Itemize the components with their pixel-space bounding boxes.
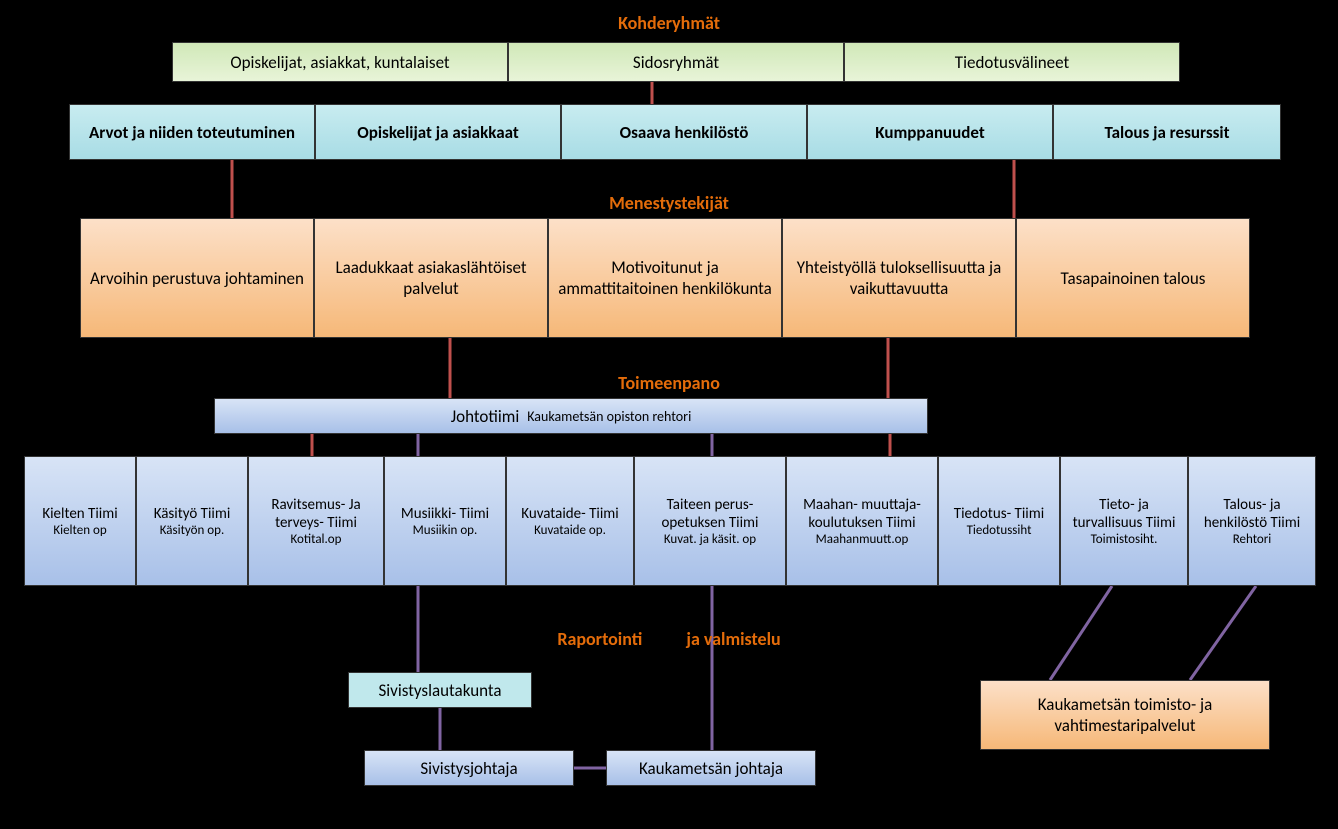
arvot-box-0: Arvot ja niiden toteutuminen: [69, 104, 315, 160]
arvot-box-1: Opiskelijat ja asiakkaat: [315, 104, 561, 160]
team-name: Käsityö Tiimi: [154, 505, 231, 523]
team-sub: Kotital.op: [291, 532, 342, 547]
section-title-kohderyhmat: Kohderyhmät: [0, 12, 1338, 34]
team-box-4: Kuvataide- TiimiKuvataide op.: [506, 456, 634, 586]
arvot-box-3: Kumppanuudet: [807, 104, 1053, 160]
team-box-5: Taiteen perus- opetuksen TiimiKuvat. ja …: [634, 456, 786, 586]
team-sub: Kuvat. ja käsit. op: [664, 532, 756, 547]
team-sub: Kielten op: [53, 523, 106, 538]
menestys-box-4: Tasapainoinen talous: [1016, 218, 1250, 338]
arvot-box-2: Osaava henkilöstö: [561, 104, 807, 160]
kohderyhmat-box-1: Sidosryhmät: [508, 42, 844, 82]
team-name: Taiteen perus- opetuksen Tiimi: [639, 496, 781, 532]
team-name: Ravitsemus- Ja terveys- Tiimi: [253, 496, 379, 532]
section-title-toimeenpano: Toimeenpano: [0, 372, 1338, 394]
team-name: Tiedotus- Tiimi: [954, 505, 1044, 523]
johtotiimi-sub: Kaukametsän opiston rehtori: [527, 408, 691, 425]
team-sub: Tiedotussiht: [967, 523, 1032, 538]
team-name: Kielten Tiimi: [42, 505, 117, 523]
menestys-box-1: Laadukkaat asiakaslähtöiset palvelut: [314, 218, 548, 338]
menestys-box-3: Yhteistyöllä tuloksellisuutta ja vaikutt…: [782, 218, 1016, 338]
team-sub: Toimistosiht.: [1091, 532, 1158, 547]
team-box-3: Musiikki- TiimiMusiikin op.: [384, 456, 506, 586]
raportointi-left: Raportointi: [557, 628, 642, 650]
raportointi-right: ja valmistelu: [686, 628, 780, 650]
sivistyslautakunta-box: Sivistyslautakunta: [348, 672, 532, 708]
johtotiimi-box: Johtotiimi Kaukametsän opiston rehtori: [214, 398, 928, 434]
team-box-1: Käsityö TiimiKäsityön op.: [136, 456, 248, 586]
team-name: Maahan- muuttaja- koulutuksen Tiimi: [791, 496, 933, 532]
team-sub: Käsityön op.: [160, 523, 225, 538]
team-sub: Musiikin op.: [413, 523, 478, 538]
kaukametsan-johtaja-box: Kaukametsän johtaja: [606, 750, 816, 786]
team-sub: Rehtori: [1233, 532, 1272, 547]
team-sub: Maahanmuutt.op: [816, 532, 909, 547]
arvot-box-4: Talous ja resurssit: [1053, 104, 1281, 160]
section-title-raportointi: Raportointi ja valmistelu: [0, 628, 1338, 650]
team-box-9: Talous- ja henkilöstö TiimiRehtori: [1188, 456, 1316, 586]
menestys-box-0: Arvoihin perustuva johtaminen: [80, 218, 314, 338]
team-box-2: Ravitsemus- Ja terveys- TiimiKotital.op: [248, 456, 384, 586]
team-box-7: Tiedotus- TiimiTiedotussiht: [938, 456, 1060, 586]
kohderyhmat-box-0: Opiskelijat, asiakkat, kuntalaiset: [172, 42, 508, 82]
team-name: Musiikki- Tiimi: [401, 505, 489, 523]
team-name: Talous- ja henkilöstö Tiimi: [1193, 496, 1311, 532]
team-name: Tieto- ja turvallisuus Tiimi: [1065, 496, 1183, 532]
team-name: Kuvataide- Tiimi: [521, 505, 618, 523]
menestys-box-2: Motivoitunut ja ammattitaitoinen henkilö…: [548, 218, 782, 338]
section-title-menestystekijat: Menestystekijät: [0, 192, 1338, 214]
kohderyhmat-box-2: Tiedotusvälineet: [844, 42, 1180, 82]
toimisto-box: Kaukametsän toimisto- ja vahtimestaripal…: [980, 680, 1270, 750]
sivistysjohtaja-box: Sivistysjohtaja: [364, 750, 574, 786]
team-box-6: Maahan- muuttaja- koulutuksen TiimiMaaha…: [786, 456, 938, 586]
johtotiimi-main: Johtotiimi: [451, 406, 520, 427]
team-box-0: Kielten TiimiKielten op: [24, 456, 136, 586]
team-box-8: Tieto- ja turvallisuus TiimiToimistosiht…: [1060, 456, 1188, 586]
team-sub: Kuvataide op.: [534, 523, 606, 538]
